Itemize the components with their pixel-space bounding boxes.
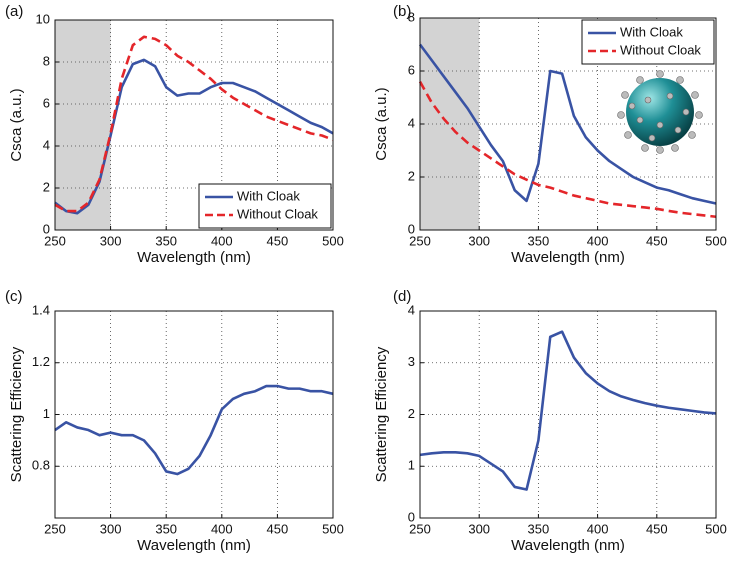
- plot-area: [55, 311, 333, 518]
- inset-sphere: [617, 70, 703, 154]
- y-tick-label: 0: [408, 221, 415, 236]
- x-tick-label: 500: [705, 521, 727, 536]
- shaded-region: [420, 18, 480, 230]
- x-tick-label: 400: [211, 233, 233, 248]
- axes-frame: [54, 310, 334, 519]
- legend-label: With Cloak: [237, 188, 300, 203]
- axes-frame: [54, 19, 334, 231]
- x-tick-label: 350: [155, 521, 177, 536]
- y-axis-title: Csca (a.u.): [8, 88, 25, 161]
- x-tick-label: 300: [100, 521, 122, 536]
- legend: With Cloak Without Cloak: [198, 183, 332, 229]
- y-tick-label: 0: [408, 509, 415, 524]
- series-line: [54, 35, 334, 213]
- x-tick-label: 450: [646, 521, 668, 536]
- y-tick-label: 2: [43, 179, 50, 194]
- x-tick-label: 300: [100, 233, 122, 248]
- x-tick-label: 250: [44, 233, 66, 248]
- panel-label: (d): [393, 288, 411, 305]
- y-tick-label: 0: [43, 221, 50, 236]
- legend-box: [581, 19, 715, 65]
- x-axis-title: Wavelength (nm): [137, 537, 251, 554]
- panel: (c) 250 300 350 400 450 500 0.8 1 1.2 1.4 Wavelengt…: [5, 288, 344, 554]
- x-tick-label: 300: [468, 233, 490, 248]
- y-tick-label: 1: [408, 458, 415, 473]
- panel-label: (c): [5, 288, 23, 305]
- y-tick-label: 2: [408, 168, 415, 183]
- series-line: [54, 58, 334, 215]
- x-tick-label: 500: [705, 233, 727, 248]
- y-tick-label: 0.8: [32, 458, 50, 473]
- x-tick-label: 350: [155, 233, 177, 248]
- legend-label: Without Cloak: [620, 42, 701, 57]
- x-tick-label: 450: [267, 233, 289, 248]
- y-tick-label: 2: [408, 406, 415, 421]
- panel-label: (a): [5, 3, 23, 20]
- shaded-region: [55, 20, 111, 230]
- y-tick-label: 1.4: [32, 302, 50, 317]
- panel: (d) 250 300 350 400 450 500 0 1 2 3 4 Wavelength (nm…: [373, 288, 727, 554]
- y-axis-title: Scattering Efficiency: [373, 346, 390, 482]
- x-tick-label: 500: [322, 233, 344, 248]
- legend: With Cloak Without Cloak: [581, 19, 715, 65]
- x-tick-label: 450: [646, 233, 668, 248]
- y-axis-title: Scattering Efficiency: [8, 346, 25, 482]
- x-axis-title: Wavelength (nm): [511, 249, 625, 266]
- series-line: [54, 384, 334, 476]
- y-tick-label: 10: [36, 11, 50, 26]
- x-axis-title: Wavelength (nm): [511, 537, 625, 554]
- series-line: [418, 43, 717, 205]
- y-tick-label: 8: [43, 53, 50, 68]
- y-tick-label: 6: [408, 62, 415, 77]
- panel-label: (b): [393, 3, 411, 20]
- axes-frame: [419, 17, 717, 231]
- x-tick-label: 400: [587, 521, 609, 536]
- x-tick-label: 250: [409, 233, 431, 248]
- series-line: [419, 330, 717, 491]
- x-tick-label: 450: [267, 521, 289, 536]
- y-tick-label: 6: [43, 95, 50, 110]
- y-tick-label: 4: [408, 302, 415, 317]
- legend-label: Without Cloak: [237, 206, 318, 221]
- x-axis-title: Wavelength (nm): [137, 249, 251, 266]
- x-tick-label: 500: [322, 521, 344, 536]
- x-tick-label: 350: [528, 521, 550, 536]
- y-tick-label: 4: [408, 115, 415, 130]
- x-tick-label: 350: [528, 233, 550, 248]
- y-tick-label: 4: [43, 137, 50, 152]
- y-tick-label: 3: [408, 354, 415, 369]
- y-tick-label: 1: [43, 406, 50, 421]
- legend-box: [198, 183, 332, 229]
- axes-frame: [419, 310, 717, 519]
- x-tick-label: 250: [409, 521, 431, 536]
- x-tick-label: 400: [587, 233, 609, 248]
- x-tick-label: 300: [468, 521, 490, 536]
- legend-label: With Cloak: [620, 24, 683, 39]
- y-tick-label: 1.2: [32, 354, 50, 369]
- y-tick-label: 8: [408, 9, 415, 24]
- y-axis-title: Csca (a.u.): [373, 87, 390, 160]
- x-tick-label: 250: [44, 521, 66, 536]
- x-tick-label: 400: [211, 521, 233, 536]
- panel: (a) 250 300 350 400 450 500 0 2 4 6 8 10 Wavelength (…: [5, 3, 344, 266]
